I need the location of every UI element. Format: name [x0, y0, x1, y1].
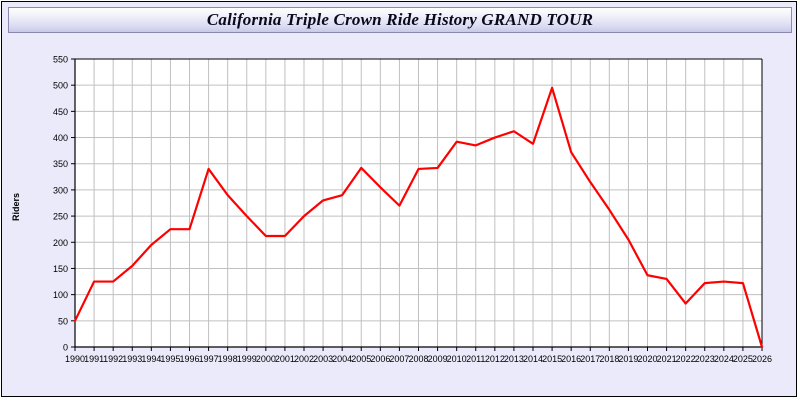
x-axis-tick-label: 2011 [466, 354, 485, 364]
x-axis-tick-label: 1992 [103, 354, 123, 364]
x-axis-tick-label: 2009 [428, 354, 448, 364]
x-axis-tick-label: 1999 [237, 354, 257, 364]
x-axis-tick-label: 2012 [485, 354, 505, 364]
x-axis-tick-label: 1996 [179, 354, 199, 364]
x-axis-tick-label: 2017 [580, 354, 600, 364]
x-axis-tick-label: 1990 [65, 354, 85, 364]
x-axis-tick-label: 2022 [676, 354, 696, 364]
x-axis-tick-label: 1993 [122, 354, 142, 364]
x-axis-tick-label: 2026 [752, 354, 772, 364]
x-axis-tick-label: 2015 [542, 354, 562, 364]
x-axis-tick-label: 2008 [408, 354, 428, 364]
x-axis-tick-label: 2021 [657, 354, 677, 364]
x-axis-tick-label: 2001 [275, 354, 295, 364]
chart-title-bar: California Triple Crown Ride History GRA… [8, 7, 792, 33]
x-axis-tick-label: 2023 [695, 354, 715, 364]
x-axis-tick-label: 1991 [84, 354, 104, 364]
x-axis-tick-label: 2019 [618, 354, 638, 364]
y-axis-tick-label: 100 [53, 290, 68, 300]
x-axis-tick-label: 2004 [332, 354, 352, 364]
y-axis-tick-label: 0 [63, 343, 68, 353]
x-axis-tick-label: 1995 [160, 354, 180, 364]
x-axis-tick-label: 1997 [199, 354, 219, 364]
series-line-riders [73, 86, 764, 349]
x-axis-tick-label: 2016 [561, 354, 581, 364]
x-axis-tick-label: 2006 [370, 354, 390, 364]
x-axis-tick-label: 2005 [351, 354, 371, 364]
x-axis-tick-label: 2013 [504, 354, 524, 364]
x-axis-tick-label: 1998 [218, 354, 238, 364]
x-axis-tick-label: 2020 [637, 354, 657, 364]
x-axis-tick-label: 2000 [256, 354, 276, 364]
y-axis-tick-label: 300 [53, 185, 68, 195]
y-axis-tick-label: 250 [53, 212, 68, 222]
y-axis-tick-label: 400 [53, 133, 68, 143]
x-axis-tick-label: 2025 [733, 354, 753, 364]
page-title: California Triple Crown Ride History GRA… [206, 10, 594, 29]
x-axis-tick-label: 2018 [599, 354, 619, 364]
x-axis-tick-label: 2024 [714, 354, 734, 364]
x-axis-tick-label: 2010 [447, 354, 467, 364]
y-axis-tick-label: 200 [53, 238, 68, 248]
y-axis-tick-label: 350 [53, 159, 68, 169]
x-axis-tick-label: 2003 [313, 354, 333, 364]
y-axis-tick-label: 500 [53, 81, 68, 91]
y-axis-tick-label: 550 [53, 55, 68, 65]
y-axis-tick-label: 150 [53, 264, 68, 274]
x-axis-tick-label: 2002 [294, 354, 314, 364]
x-axis-tick-label: 2007 [389, 354, 409, 364]
plot-area-container: Riders 0 50 100 150 200 250 300 350 400 450 500 550… [2, 38, 796, 396]
x-axis-tick-label: 2014 [523, 354, 543, 364]
y-axis-tick-label: 50 [58, 316, 68, 326]
x-axis-tick-label: 1994 [141, 354, 161, 364]
y-axis-tick-label: 450 [53, 107, 68, 117]
